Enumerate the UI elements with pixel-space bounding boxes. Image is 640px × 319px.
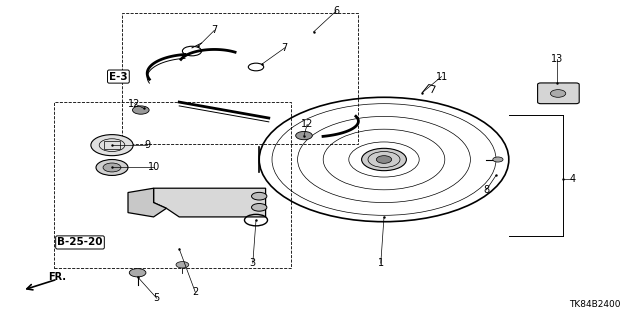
Circle shape [362,148,406,171]
Circle shape [91,135,133,156]
Text: 2: 2 [192,287,198,297]
Text: 5: 5 [154,293,160,303]
Circle shape [376,156,392,163]
Text: 13: 13 [550,54,563,64]
Circle shape [96,160,128,175]
Text: 12: 12 [301,119,314,130]
Text: 6: 6 [333,6,339,16]
Circle shape [176,262,189,268]
Text: E-3: E-3 [109,71,128,82]
Text: 11: 11 [435,71,448,82]
Text: 12: 12 [128,99,141,109]
Text: 10: 10 [147,162,160,173]
Circle shape [296,131,312,140]
Text: 1: 1 [378,258,384,268]
Polygon shape [128,188,166,217]
Text: 4: 4 [570,174,576,184]
Text: TK84B2400: TK84B2400 [570,300,621,309]
Circle shape [129,269,146,277]
Circle shape [252,192,267,200]
Text: B-25-20: B-25-20 [57,237,103,248]
Text: 7: 7 [211,25,218,35]
Text: 7: 7 [282,43,288,53]
Text: 9: 9 [144,140,150,150]
Circle shape [132,106,149,114]
Circle shape [252,204,267,211]
Polygon shape [154,188,266,217]
Circle shape [103,163,121,172]
Text: 3: 3 [250,258,256,268]
Text: FR.: FR. [48,272,66,282]
Text: 8: 8 [483,185,490,195]
FancyBboxPatch shape [538,83,579,104]
Circle shape [493,157,503,162]
Circle shape [550,90,566,97]
